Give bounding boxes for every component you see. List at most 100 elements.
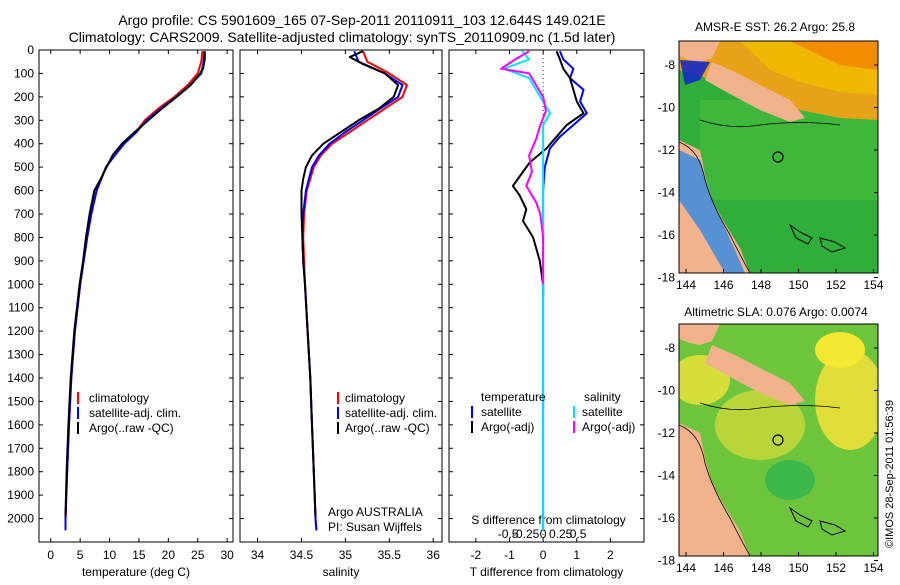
temperature-x-axis-label: temperature (deg C) bbox=[82, 565, 190, 579]
s-tick-label: 0.25 bbox=[549, 527, 573, 541]
x-tick-label: 15 bbox=[132, 548, 146, 562]
x-tick-label: 35 bbox=[339, 548, 353, 562]
y-tick-label: 1200 bbox=[7, 324, 34, 338]
series-line-sal_argo bbox=[500, 50, 547, 285]
sst-map-frame bbox=[678, 40, 879, 274]
x-tick-label: 25 bbox=[191, 548, 205, 562]
y-tick-label: 1000 bbox=[7, 277, 34, 291]
sst-cool-coast bbox=[679, 150, 745, 273]
legend-argo: Argo(..raw -QC) bbox=[345, 421, 430, 435]
sst-hot-core bbox=[790, 41, 878, 70]
s-tick-label: -0.5 bbox=[498, 527, 519, 541]
sla-reef-outline bbox=[819, 520, 847, 536]
y-tick-label: 800 bbox=[14, 230, 34, 244]
temperature-panel: 0100200300400500600700800900100011001200… bbox=[7, 43, 234, 579]
title-line-1: Argo profile: CS 5901609_165 07-Sep-2011… bbox=[118, 12, 605, 28]
sst-coastline bbox=[679, 141, 751, 273]
sst-land-new-guinea bbox=[679, 41, 720, 62]
y-tick-label: 100 bbox=[14, 66, 34, 80]
sst-map: AMSR-E SST: 26.2 Argo: 25.8 144 146 148 150 bbox=[658, 20, 884, 292]
x-tick-label: 34.5 bbox=[290, 548, 314, 562]
map-y-tick-label: -18 bbox=[658, 271, 676, 285]
y-tick-label: 1100 bbox=[8, 301, 34, 315]
series-line-climatology bbox=[64, 51, 204, 531]
y-tick-label: 1800 bbox=[7, 465, 34, 479]
s-axis-label: S difference from climatology bbox=[471, 513, 626, 527]
map-y-tick-label: -12 bbox=[658, 143, 676, 157]
sla-land-new-guinea bbox=[679, 324, 720, 345]
legend-argo: Argo(..raw -QC) bbox=[89, 421, 174, 435]
x-tick-label: 30 bbox=[220, 548, 234, 562]
map-x-tick-label: 144 bbox=[676, 278, 696, 292]
map-x-tick-label: 154 bbox=[863, 278, 883, 292]
x-tick-label: 2 bbox=[607, 548, 614, 562]
x-tick-label: -1 bbox=[504, 548, 515, 562]
sst-cold-patch bbox=[680, 60, 710, 85]
legend-satellite: satellite-adj. clim. bbox=[89, 406, 181, 420]
map-x-tick-label: 150 bbox=[788, 278, 808, 292]
legend-header-salinity: salinity bbox=[584, 390, 621, 404]
y-tick-label: 500 bbox=[14, 160, 34, 174]
x-tick-label: 36 bbox=[427, 548, 441, 562]
map-y-tick-label: -12 bbox=[658, 426, 676, 440]
map-x-tick-label: 152 bbox=[826, 561, 846, 575]
sla-map-axes: 144 146 148 150 152 154 -8 -10 -12 -14 -16 -18 bbox=[658, 341, 884, 575]
map-x-tick-label: 146 bbox=[713, 278, 733, 292]
copyright-timestamp: ©IMOS 28-Sep-2011 01:56:39 bbox=[884, 400, 896, 548]
map-x-tick-label: 144 bbox=[676, 561, 696, 575]
salinity-axes-frame bbox=[239, 49, 443, 543]
sla-low-patch bbox=[765, 460, 815, 500]
sla-map-title: Altimetric SLA: 0.076 Argo: 0.0074 bbox=[684, 305, 868, 319]
map-y-tick-label: -10 bbox=[658, 101, 676, 115]
difference-panel: -2 -1 0 1 2 T difference from climatology -0.5… bbox=[448, 49, 645, 579]
sla-high-patch bbox=[815, 350, 878, 450]
y-tick-label: 1400 bbox=[7, 371, 34, 385]
differences-axes-frame bbox=[448, 49, 645, 543]
temperature-legend: climatology satellite-adj. clim. Argo(..… bbox=[77, 391, 181, 435]
sla-land-peninsula bbox=[705, 345, 805, 405]
map-x-tick-label: 150 bbox=[788, 561, 808, 575]
series-line-argo bbox=[64, 51, 206, 517]
x-tick-label: 0 bbox=[540, 548, 547, 562]
sla-bathymetry-contour bbox=[699, 402, 841, 411]
x-tick-label: -2 bbox=[471, 548, 482, 562]
credit-pi: PI: Susan Wijffels bbox=[328, 520, 422, 534]
series-line-satellite bbox=[64, 51, 206, 531]
x-tick-label: 20 bbox=[162, 548, 176, 562]
salinity-x-axis-label: salinity bbox=[323, 565, 360, 579]
sla-map-frame bbox=[678, 323, 879, 557]
legend-temp-satellite: satellite bbox=[481, 405, 522, 419]
map-y-tick-label: -14 bbox=[658, 186, 676, 200]
sla-map-field bbox=[679, 324, 878, 556]
map-x-tick-label: 148 bbox=[751, 278, 771, 292]
map-y-tick-label: -8 bbox=[664, 341, 675, 355]
map-y-tick-label: -10 bbox=[658, 384, 676, 398]
x-tick-label: 35.5 bbox=[378, 548, 402, 562]
x-tick-label: 5 bbox=[77, 548, 84, 562]
sla-argo-float-marker bbox=[772, 434, 784, 446]
y-tick-label: 1500 bbox=[7, 394, 34, 408]
sst-map-field bbox=[679, 41, 878, 273]
sst-reef-outline bbox=[788, 223, 813, 245]
sst-argo-float-marker bbox=[772, 151, 784, 163]
y-tick-label: 1600 bbox=[7, 418, 34, 432]
map-y-tick-label: -8 bbox=[664, 58, 675, 72]
legend-sal-satellite: satellite bbox=[582, 405, 623, 419]
sla-reef-outline bbox=[788, 506, 813, 528]
map-y-tick-label: -18 bbox=[658, 554, 676, 568]
sst-map-axes: 144 146 148 150 152 154 -8 -10 -12 -14 -16 -18 bbox=[658, 58, 884, 292]
y-tick-label: 400 bbox=[14, 137, 34, 151]
sst-land-peninsula bbox=[705, 62, 805, 122]
sla-coastline bbox=[679, 424, 751, 556]
title-line-2: Climatology: CARS2009. Satellite-adjuste… bbox=[69, 29, 616, 45]
y-tick-label: 200 bbox=[14, 90, 34, 104]
map-x-tick-label: 152 bbox=[826, 278, 846, 292]
legend-climatology: climatology bbox=[345, 391, 405, 405]
credit-institution: Argo AUSTRALIA bbox=[328, 505, 423, 519]
sst-reef-outline bbox=[819, 237, 847, 253]
map-x-tick-label: 148 bbox=[751, 561, 771, 575]
series-line-satellite bbox=[301, 50, 404, 531]
y-tick-label: 700 bbox=[14, 207, 34, 221]
